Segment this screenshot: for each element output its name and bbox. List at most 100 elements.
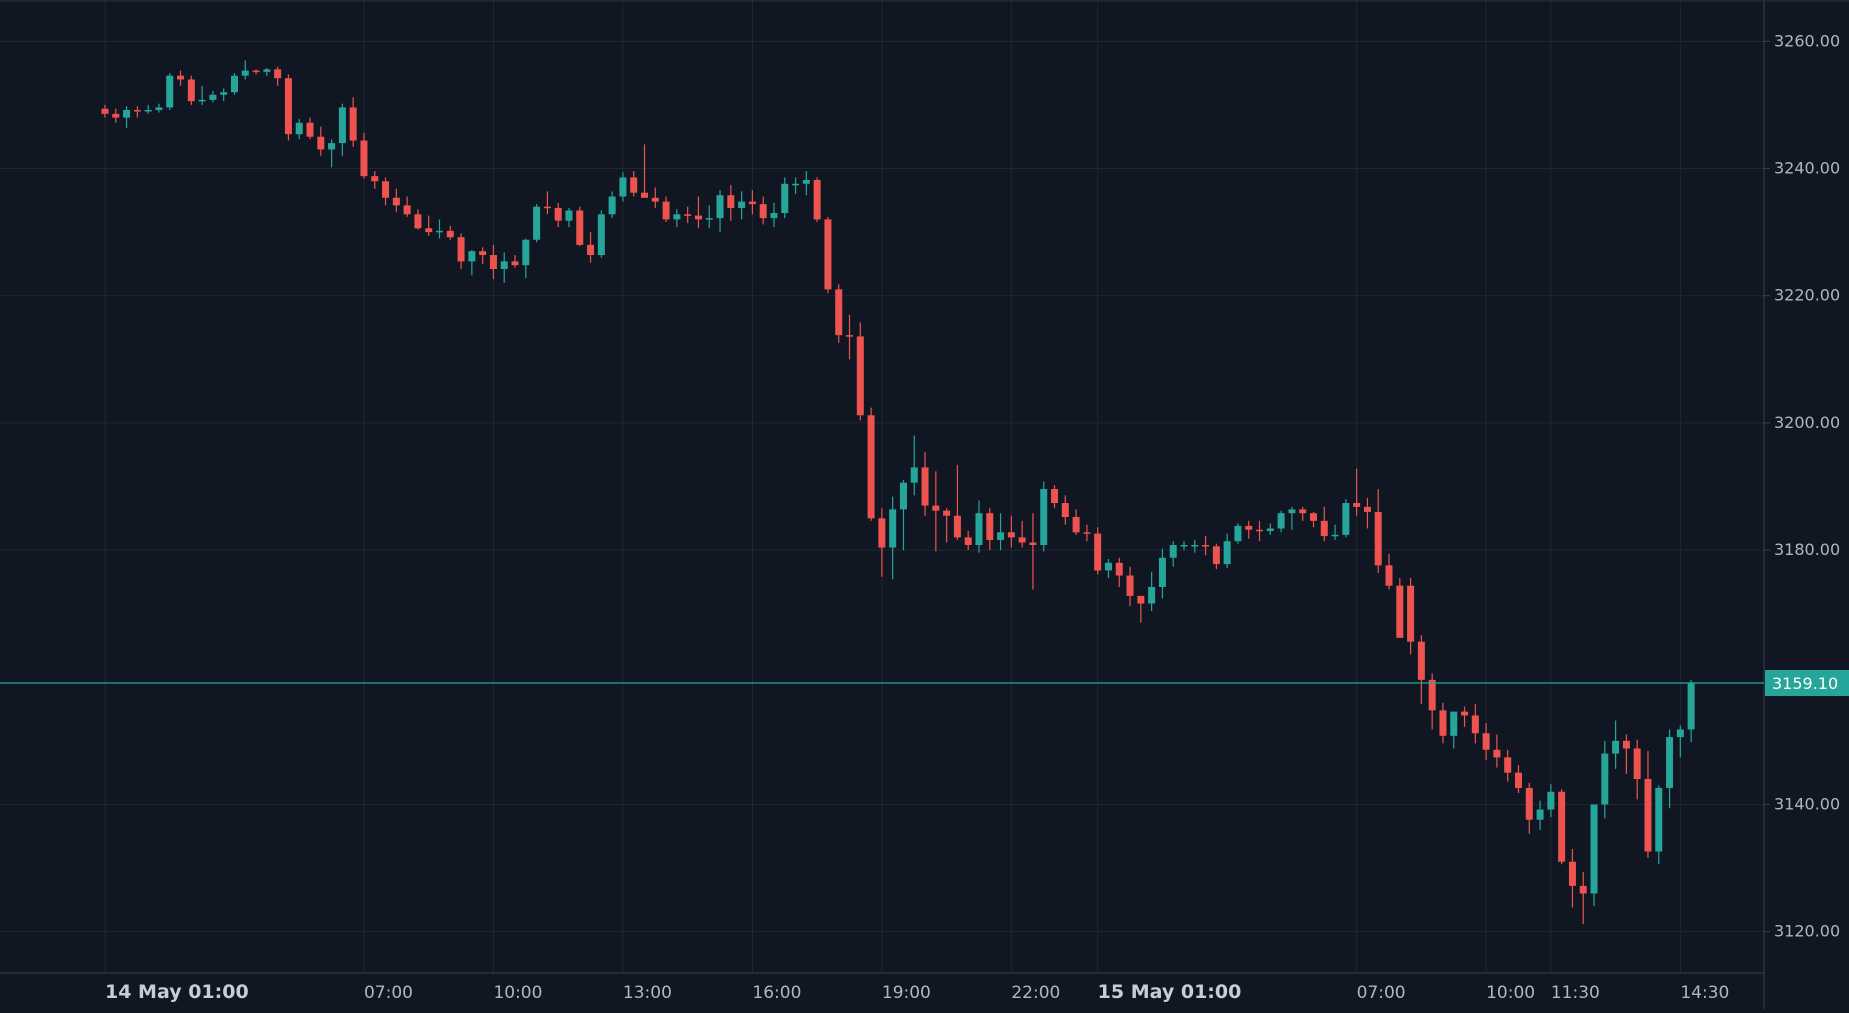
x-tick-label: 07:00 bbox=[364, 983, 413, 1003]
candle-body bbox=[435, 230, 443, 233]
candle-body bbox=[1514, 772, 1522, 788]
candle-body bbox=[1126, 575, 1134, 596]
candle-body bbox=[576, 210, 584, 245]
candle-body bbox=[220, 92, 228, 95]
candle-body bbox=[738, 201, 746, 208]
y-tick-label: 3240.00 bbox=[1774, 159, 1840, 178]
candle-body bbox=[1061, 503, 1069, 518]
candle-body bbox=[705, 218, 713, 220]
x-tick-label: 14:30 bbox=[1680, 983, 1729, 1003]
candle-body bbox=[673, 214, 681, 220]
candle-body bbox=[813, 179, 821, 220]
candle-body bbox=[101, 108, 109, 114]
x-tick-label: 11:30 bbox=[1551, 983, 1600, 1003]
candle-body bbox=[230, 75, 238, 93]
y-tick-label: 3200.00 bbox=[1774, 413, 1840, 432]
x-tick-label: 07:00 bbox=[1357, 983, 1406, 1003]
candle-body bbox=[727, 195, 735, 208]
candle-body bbox=[1655, 787, 1663, 852]
candle-body bbox=[489, 255, 497, 270]
candle-body bbox=[608, 196, 616, 215]
candle-body bbox=[856, 336, 864, 416]
candle-body bbox=[1277, 513, 1285, 529]
candle-body bbox=[479, 251, 487, 256]
candle-body bbox=[1137, 595, 1145, 604]
last-price-line: 3159.10 bbox=[0, 670, 1849, 697]
candle-body bbox=[694, 215, 702, 220]
candle-body bbox=[986, 513, 994, 540]
x-tick-label: 19:00 bbox=[882, 983, 931, 1003]
candle-body bbox=[1504, 757, 1512, 773]
x-tick-label: 22:00 bbox=[1011, 983, 1060, 1003]
candle-body bbox=[684, 214, 692, 216]
candle-body bbox=[651, 197, 659, 202]
candle-body bbox=[360, 140, 368, 177]
candle-body bbox=[209, 94, 217, 100]
candle-body bbox=[274, 69, 282, 79]
candle-body bbox=[1094, 533, 1102, 571]
candle-body bbox=[748, 201, 756, 205]
candle-body bbox=[1666, 737, 1674, 788]
candle-body bbox=[1320, 520, 1328, 537]
candle-body bbox=[533, 206, 541, 240]
candle-body bbox=[1158, 557, 1166, 587]
candle-body bbox=[1644, 779, 1652, 852]
candle-body bbox=[392, 197, 400, 206]
candle-body bbox=[953, 515, 961, 538]
last-price-label: 3159.10 bbox=[1772, 674, 1838, 693]
candle-body bbox=[619, 177, 627, 197]
candle-body bbox=[1601, 753, 1609, 805]
x-tick-label: 10:00 bbox=[1486, 983, 1535, 1003]
candle-body bbox=[1568, 861, 1576, 886]
candle-body bbox=[1202, 545, 1210, 547]
candle-body bbox=[824, 219, 832, 290]
candle-body bbox=[511, 261, 519, 266]
candle-body bbox=[846, 335, 854, 337]
candle-body bbox=[1180, 545, 1188, 547]
candle-body bbox=[975, 513, 983, 546]
candle-body bbox=[1579, 885, 1587, 894]
candle-body bbox=[1363, 506, 1371, 512]
candle-body bbox=[241, 70, 249, 76]
x-tick-label: 13:00 bbox=[623, 983, 672, 1003]
x-tick-label: 15 May 01:00 bbox=[1098, 981, 1242, 1003]
candle-body bbox=[123, 110, 131, 118]
candle-body bbox=[1374, 511, 1382, 566]
candle-body bbox=[1396, 585, 1404, 638]
candle-body bbox=[1223, 541, 1231, 565]
candle-body bbox=[328, 143, 336, 150]
candle-body bbox=[716, 195, 724, 219]
candle-body bbox=[1148, 586, 1156, 604]
candle-body bbox=[198, 99, 206, 102]
candle-body bbox=[1309, 513, 1317, 521]
candle-body bbox=[878, 518, 886, 548]
candle-body bbox=[899, 482, 907, 510]
candle-body bbox=[1590, 804, 1598, 894]
candle-body bbox=[543, 206, 551, 209]
candle-body bbox=[252, 70, 260, 73]
candle-body bbox=[802, 179, 810, 184]
candle-body bbox=[1407, 585, 1415, 642]
candle-body bbox=[1461, 711, 1469, 716]
candle-body bbox=[306, 122, 314, 137]
candle-body bbox=[835, 289, 843, 336]
candle-body bbox=[792, 183, 800, 186]
candle-body bbox=[1353, 503, 1361, 507]
candle-body bbox=[133, 110, 141, 112]
candle-body bbox=[1234, 525, 1242, 542]
y-tick-label: 3220.00 bbox=[1774, 286, 1840, 305]
candle-body bbox=[371, 176, 379, 182]
y-tick-label: 3120.00 bbox=[1774, 922, 1840, 941]
candle-body bbox=[1007, 532, 1015, 538]
candle-body bbox=[414, 214, 422, 229]
candle-body bbox=[1342, 503, 1350, 535]
candle-body bbox=[1622, 740, 1630, 749]
candle-body bbox=[770, 213, 778, 219]
candle-body bbox=[317, 136, 325, 150]
candle-body bbox=[1072, 517, 1080, 533]
candle-body bbox=[1256, 529, 1264, 532]
candle-body bbox=[554, 207, 562, 221]
candle-body bbox=[641, 192, 648, 198]
